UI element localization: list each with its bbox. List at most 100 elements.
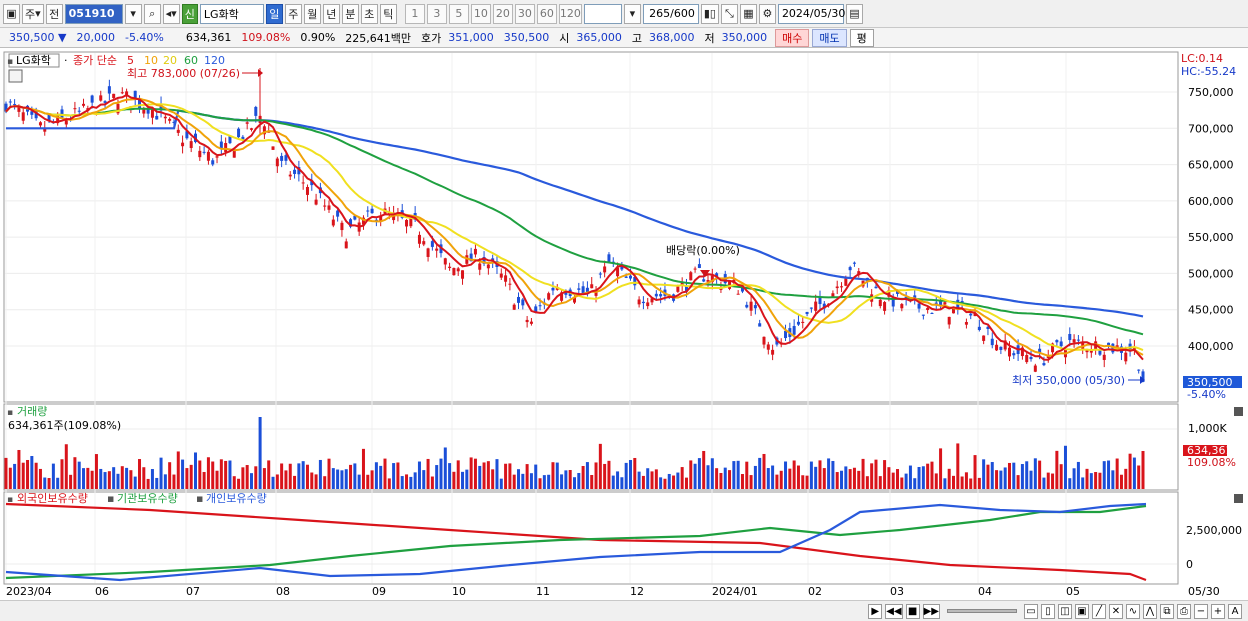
copy-icon[interactable]: ⧉ — [1160, 603, 1174, 619]
ask-price: 351,000 — [448, 31, 494, 44]
buy-button[interactable]: 매수 — [775, 28, 810, 47]
interval-minute[interactable]: 분 — [341, 3, 359, 24]
eval-button[interactable]: 평 — [849, 28, 874, 47]
volume-bar — [917, 466, 921, 489]
zoom-slider[interactable] — [947, 609, 1017, 613]
candle-body — [792, 326, 796, 335]
num-20[interactable]: 20 — [492, 3, 513, 24]
volume-bar — [1012, 462, 1016, 489]
collapse-icon[interactable]: ▪ — [7, 57, 13, 67]
volume-bar — [663, 478, 667, 489]
new-badge: 신 — [181, 3, 198, 24]
volume-bar — [706, 465, 710, 489]
volume-bar — [336, 469, 340, 489]
individual-holding-line — [5, 502, 1147, 582]
calendar-icon[interactable]: ▤ — [845, 3, 863, 24]
stock-name-field[interactable]: LG화학 — [199, 3, 264, 24]
volume-bar — [693, 463, 697, 489]
code-dropdown-icon[interactable]: ▾ — [124, 3, 142, 24]
rewind-icon[interactable]: ◀◀ — [885, 603, 903, 619]
layout-icon-4[interactable]: ▣ — [1075, 603, 1089, 619]
volume-bar — [310, 472, 314, 489]
window-icon[interactable]: ▣ — [3, 3, 20, 24]
candle-body — [560, 292, 564, 301]
stock-chart[interactable]: ▪ LG화학 · 종가 단순 5 10 20 60 120 최고 783,000… — [0, 48, 1248, 600]
num-30[interactable]: 30 — [514, 3, 535, 24]
scroll-right-icon[interactable]: ▶ — [868, 603, 883, 619]
volume-bar — [176, 451, 180, 489]
candle-body — [103, 101, 107, 103]
volume-bar — [986, 464, 990, 489]
candle-icon[interactable]: ▮▯ — [700, 3, 719, 24]
count-input[interactable]: 265/600 — [642, 3, 699, 24]
grid-icon[interactable]: ▦ — [739, 3, 757, 24]
custom-interval-dropdown-icon[interactable]: ▾ — [623, 3, 641, 24]
candle-body — [473, 248, 477, 255]
volume-bar — [64, 444, 68, 489]
interval-tick[interactable]: 틱 — [379, 3, 397, 24]
fast-forward-icon[interactable]: ▶▶ — [922, 603, 940, 619]
candle-body — [1124, 352, 1128, 362]
layout-icon-2[interactable]: ▯ — [1041, 603, 1055, 619]
candle-body — [47, 113, 51, 122]
interval-second[interactable]: 초 — [360, 3, 378, 24]
interval-year[interactable]: 년 — [322, 3, 340, 24]
volume-bar — [228, 460, 232, 489]
layout-icon-3[interactable]: ◫ — [1058, 603, 1072, 619]
num-60[interactable]: 60 — [536, 3, 557, 24]
draw-line-icon[interactable]: ╱ — [1092, 603, 1106, 619]
x-tick-label: 09 — [372, 585, 386, 598]
volume-bar — [672, 475, 676, 489]
candle-body — [1102, 354, 1106, 360]
volume-bar — [865, 476, 869, 489]
holding-collapse-icon[interactable]: ▪ — [7, 495, 13, 505]
candle-body — [262, 126, 266, 135]
num-1[interactable]: 1 — [404, 3, 425, 24]
print-icon[interactable]: ⎙ — [1177, 603, 1191, 619]
sell-button[interactable]: 매도 — [812, 28, 847, 47]
speaker-icon[interactable]: ◂▾ — [162, 3, 180, 24]
chart-line-icon[interactable]: ⋀ — [1143, 603, 1157, 619]
stop-icon[interactable]: ■ — [905, 603, 920, 619]
num-120[interactable]: 120 — [558, 3, 582, 24]
num-3[interactable]: 3 — [426, 3, 447, 24]
candle-body — [43, 127, 47, 132]
custom-interval-input[interactable] — [583, 3, 622, 24]
interval-day[interactable]: 일 — [265, 3, 283, 24]
volume-close-icon[interactable] — [1234, 407, 1243, 416]
date-input[interactable]: 2024/05/30 — [777, 3, 845, 24]
high-arrow-head — [258, 69, 263, 77]
candle-body — [146, 108, 150, 114]
draw-tool-icon[interactable]: ⤡ — [720, 3, 738, 24]
zoom-out-icon[interactable]: − — [1194, 603, 1208, 619]
holding-close-icon[interactable] — [1234, 494, 1243, 503]
prev-button[interactable]: 전 — [45, 3, 63, 24]
calculator-icon[interactable] — [8, 69, 23, 83]
interval-month[interactable]: 월 — [303, 3, 321, 24]
volume-bar — [168, 462, 172, 489]
gear-icon[interactable]: ⚙ — [758, 3, 776, 24]
candle-body — [185, 131, 189, 139]
num-5[interactable]: 5 — [448, 3, 469, 24]
volume-bar — [753, 465, 757, 489]
layout-icon-1[interactable]: ▭ — [1024, 603, 1038, 619]
volume-bar — [1141, 451, 1145, 489]
volume-bar — [443, 447, 447, 489]
wave-icon[interactable]: ∿ — [1126, 603, 1140, 619]
search-icon[interactable]: ⌕ — [143, 3, 161, 24]
cross-icon[interactable]: ✕ — [1109, 603, 1123, 619]
zoom-in-icon[interactable]: + — [1211, 603, 1225, 619]
volume-bar — [133, 476, 137, 489]
x-tick-label: 07 — [186, 585, 200, 598]
candle-body — [607, 254, 611, 263]
stock-code-input[interactable]: 051910 — [64, 3, 123, 24]
volume-bar — [710, 458, 714, 489]
interval-week[interactable]: 주 — [284, 3, 302, 24]
font-size-icon[interactable]: A — [1228, 603, 1242, 619]
volume-bar — [555, 462, 559, 489]
period-type-dropdown[interactable]: 주 ▾ — [22, 3, 44, 24]
volume-collapse-icon[interactable]: ▪ — [7, 408, 13, 418]
num-10[interactable]: 10 — [470, 3, 491, 24]
candle-body — [702, 279, 706, 282]
candle-body — [990, 338, 994, 346]
